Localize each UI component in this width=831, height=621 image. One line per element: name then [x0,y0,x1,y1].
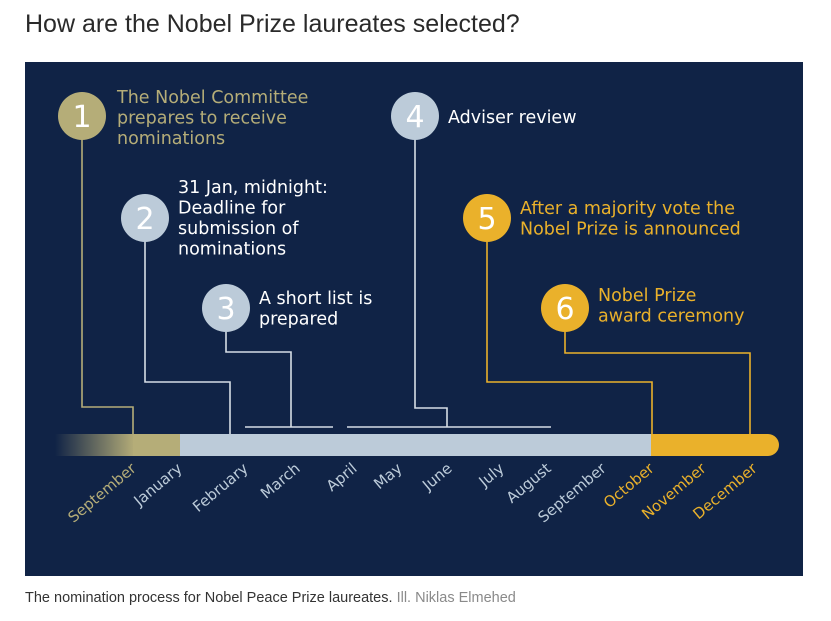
step-5: 5 After a majority vote the Nobel Prize … [463,194,741,242]
connector-step-1 [81,132,134,434]
step-1-number: 1 [72,100,91,135]
svg-text:After a majority vote the: After a majority vote the Nobel Prize is… [520,199,741,240]
connector-step-6 [564,332,751,434]
step-6: 6 Nobel Prize award ceremony [541,284,745,332]
step-2-text-line: submission of [178,219,299,239]
step-3-number: 3 [216,292,235,327]
step-2-text-line: Deadline for [178,199,286,219]
step-5-badge [463,194,511,242]
step-1-text-line: nominations [117,129,225,149]
timeline-segment-olive [133,434,181,456]
step-6-number: 6 [555,292,574,327]
connector-step-5 [486,242,653,434]
step-2-badge [121,194,169,242]
step-2: 2 31 Jan, midnight: Deadline for submiss… [121,178,333,260]
step-1: 1 The Nobel Committee prepares to receiv… [58,88,314,149]
figure-background [25,62,803,576]
step-2-text-line: 31 Jan, midnight: [178,178,328,198]
timeline-segment-gold [651,434,779,456]
step-6-text-line: Nobel Prize [598,286,696,306]
connector-step-2 [144,232,231,434]
svg-text:31 Jan, midnight: Deadli: 31 Jan, midnight: Deadline for submissio… [178,178,333,260]
step-5-text-line: After a majority vote the [520,199,735,219]
step-2-text-line: nominations [178,240,286,260]
step-6-badge [541,284,589,332]
connector-step-4 [414,132,448,427]
svg-text:The Nobel Committee prep: The Nobel Committee prepares to receive … [116,88,314,149]
step-1-text-line: The Nobel Committee [116,88,308,108]
caption-credit: Ill. Niklas Elmehed [396,590,516,606]
step-3-badge [202,284,250,332]
step-3: 3 A short list is prepared [202,284,378,332]
svg-text:Nobel Prize award ceremo: Nobel Prize award ceremony [598,286,745,327]
timeline-bar [55,434,779,456]
caption-text: The nomination process for Nobel Peace P… [25,590,393,606]
timeline-segment-pale [180,434,652,456]
step-6-text-line: award ceremony [598,307,745,327]
connector-step-3 [225,332,292,427]
step-3-text-line: prepared [259,310,338,330]
nomination-timeline-figure: 1 The Nobel Committee prepares to receiv… [25,62,803,576]
svg-text:Adviser review: Adviser review [448,108,577,128]
step-1-text-line: prepares to receive [117,109,287,129]
step-3-text-line: A short list is [259,289,372,309]
timeline-segment-fade [55,434,135,456]
svg-text:A short list is prepared: A short list is prepared [259,289,378,330]
step-1-badge [58,92,106,140]
step-5-text-line: Nobel Prize is announced [520,220,741,240]
step-4: 4 Adviser review [391,92,577,140]
step-4-text-line: Adviser review [448,108,577,128]
step-4-badge [391,92,439,140]
step-5-number: 5 [477,202,496,237]
figure-caption: The nomination process for Nobel Peace P… [25,590,516,606]
step-4-number: 4 [405,100,424,135]
page-title: How are the Nobel Prize laureates select… [25,10,520,38]
step-2-number: 2 [135,202,154,237]
